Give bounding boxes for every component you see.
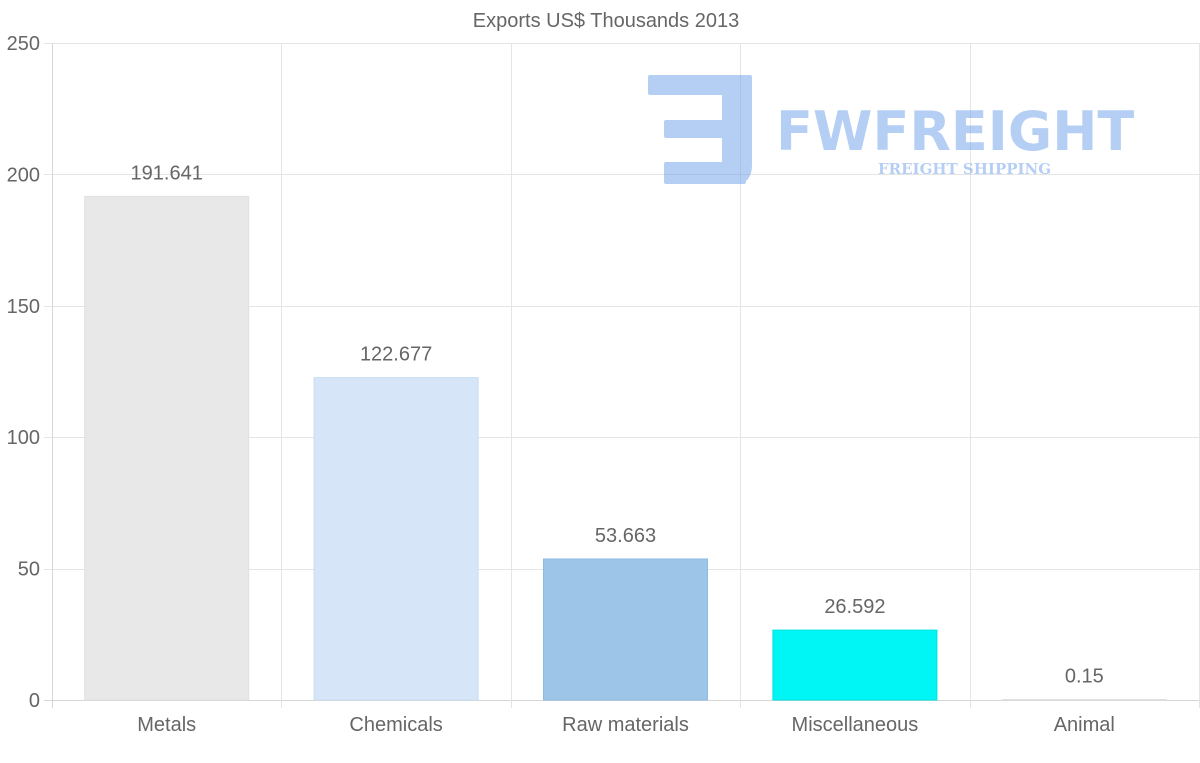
data-labels: 191.641 122.677 53.663 26.592 0.15 <box>131 162 1104 687</box>
watermark-logo: FWFREIGHT FREIGHT SHIPPING <box>648 75 1134 184</box>
y-tick-label: 200 <box>7 164 40 186</box>
bar-raw-materials[interactable] <box>542 558 709 701</box>
bar-metals[interactable] <box>84 195 250 701</box>
data-label: 53.663 <box>595 525 656 547</box>
data-label: 0.15 <box>1065 666 1104 688</box>
bar-animal[interactable] <box>1001 699 1167 701</box>
y-tick-label: 0 <box>29 690 40 712</box>
watermark-brand: FWFREIGHT <box>776 100 1134 163</box>
y-axis-ticks: 0 50 100 150 200 250 <box>7 33 40 712</box>
bar-miscellaneous[interactable] <box>772 629 938 701</box>
y-tick-label: 100 <box>7 427 40 449</box>
x-tick-label: Miscellaneous <box>792 714 919 736</box>
x-tick-label: Chemicals <box>349 714 442 736</box>
x-axis-ticks: Metals Chemicals Raw materials Miscellaneou… <box>137 714 1115 736</box>
data-label: 26.592 <box>824 596 885 618</box>
y-tick-label: 50 <box>18 559 40 581</box>
bars <box>84 195 1167 701</box>
y-tick-label: 150 <box>7 296 40 318</box>
fw-logo-icon <box>648 75 752 184</box>
watermark-tagline: FREIGHT SHIPPING <box>878 160 1051 178</box>
bar-chemicals[interactable] <box>313 377 479 701</box>
y-tick-label: 250 <box>7 33 40 55</box>
chart-title: Exports US$ Thousands 2013 <box>473 10 739 32</box>
x-tick-label: Animal <box>1054 714 1115 736</box>
x-tick-label: Metals <box>137 714 196 736</box>
data-label: 122.677 <box>360 344 432 366</box>
data-label: 191.641 <box>131 162 203 184</box>
x-tick-label: Raw materials <box>562 714 689 736</box>
